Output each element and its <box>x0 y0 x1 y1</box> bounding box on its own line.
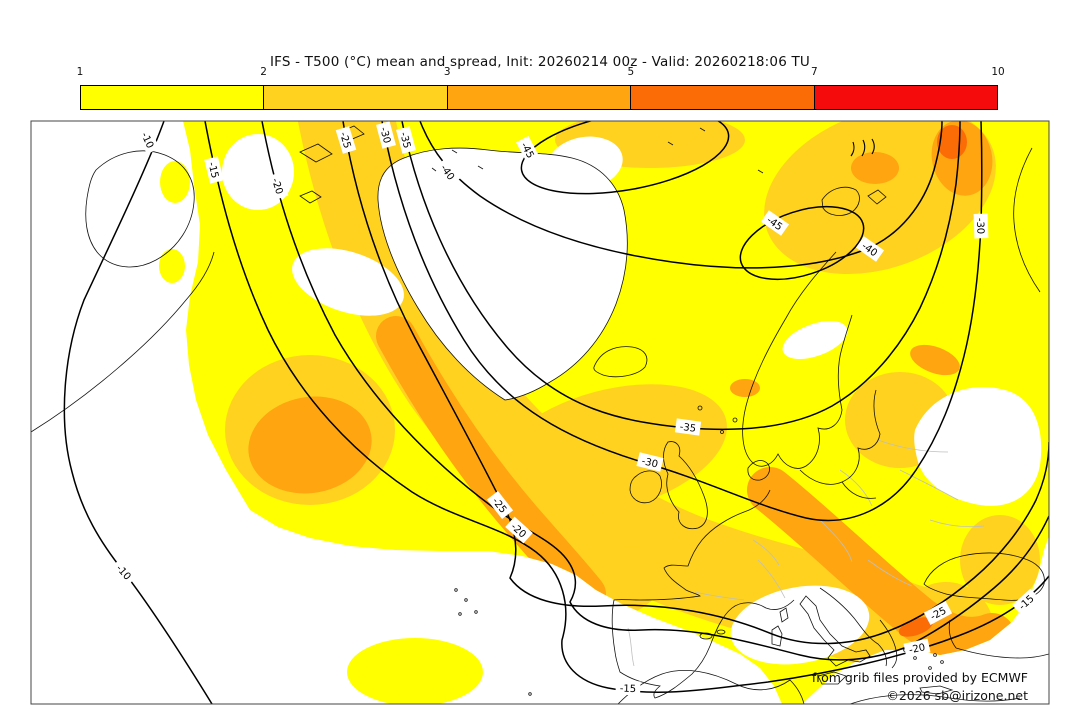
contour-minus-30 <box>381 121 983 522</box>
attribution-credit: from grib files provided by ECMWF <box>812 670 1028 685</box>
svg-text:-25: -25 <box>337 131 352 150</box>
contour-minus-25 <box>342 121 1049 645</box>
spread-patch-yellow <box>159 249 185 283</box>
spread-patch-2-3 <box>960 515 1040 605</box>
contour-label--25: -25 <box>335 126 357 154</box>
spread-patch-yellow <box>347 638 483 704</box>
colorbar-segment-1-2 <box>81 86 264 109</box>
spread-region-below-1 <box>222 134 1042 665</box>
contour-label--15: -15 <box>615 680 641 696</box>
contour-label-layer: -10-15-20-25 -30 -35-40-45-45-40-30-35-30-… <box>110 121 1040 696</box>
contour-minus-45 <box>739 205 865 281</box>
spread-patch-2-3 <box>493 384 727 516</box>
colorbar-segment-5-7 <box>630 86 814 109</box>
svg-text:-15: -15 <box>205 161 220 180</box>
svg-text:-30: -30 <box>640 456 659 471</box>
page-title: IFS - T500 (°C) mean and spread, Init: 2… <box>269 54 811 70</box>
spread-band-3-5 <box>376 316 606 614</box>
colorbar-segment-7-10 <box>813 86 998 109</box>
colorbar-tick-3: 3 <box>443 66 451 78</box>
mean-contours <box>63 121 1049 704</box>
svg-text:-35: -35 <box>397 131 412 150</box>
contour-label--15: -15 <box>204 156 224 184</box>
contour-minus-40 <box>419 121 943 269</box>
svg-text:-30: -30 <box>974 218 986 235</box>
colorbar-tick-7: 7 <box>811 66 818 78</box>
svg-text:-20: -20 <box>269 177 285 196</box>
colorbar-tick-2: 2 <box>260 66 267 78</box>
coastlines <box>31 125 1049 704</box>
spread-patch-3-5 <box>910 344 960 376</box>
svg-text:-15: -15 <box>620 684 637 696</box>
contour-label--30: -30 <box>376 121 396 149</box>
contour-label--30: -30 <box>636 452 664 472</box>
spread-band-3-5 <box>747 467 1015 663</box>
svg-text:-30: -30 <box>377 126 392 145</box>
spread-core-3-5 <box>248 396 372 494</box>
svg-text:-35: -35 <box>679 422 697 435</box>
contour-label--35: -35 <box>674 418 702 436</box>
contour-minus-20 <box>261 121 1049 661</box>
colorbar-ticks: 1 2 3 5 7 10 <box>76 66 1005 80</box>
map-frame <box>30 120 1050 705</box>
contour-minus-10 <box>63 121 213 704</box>
contour-minus-45 <box>520 121 730 195</box>
colorbar-segment-3-5 <box>446 86 631 109</box>
spread-bands <box>225 121 1040 685</box>
colorbar-segment-2-3 <box>263 86 447 109</box>
spread-patch-5-7 <box>898 617 934 637</box>
spread-patch-3-5 <box>730 379 760 397</box>
attribution-copyright: ©2026 sb@irizone.net <box>886 688 1028 703</box>
svg-text:-20: -20 <box>908 642 926 656</box>
contour-label--20: -20 <box>903 638 931 658</box>
spread-patch-3-5 <box>851 152 899 184</box>
colorbar-segments <box>80 85 998 110</box>
spread-patch-yellow <box>160 161 190 203</box>
contour-minus-35 <box>401 121 961 431</box>
colorbar-tick-10: 10 <box>991 66 1005 78</box>
contour-label--30: -30 <box>973 213 989 239</box>
country-borders <box>627 439 985 667</box>
colorbar-tick-1: 1 <box>76 66 84 78</box>
colorbar-tick-5: 5 <box>627 66 635 78</box>
contour-minus-15 <box>204 121 1049 693</box>
contour-label--20: -20 <box>267 172 289 200</box>
contour-label--35: -35 <box>396 126 416 154</box>
spread-band-2-3 <box>292 121 994 685</box>
